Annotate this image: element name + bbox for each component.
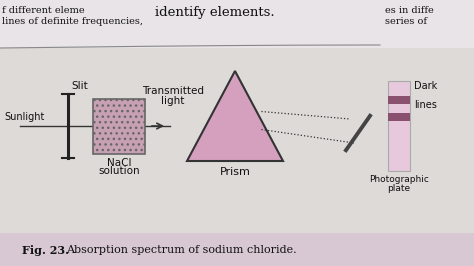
Text: Photographic: Photographic (369, 175, 429, 184)
Bar (388, 96, 410, 104)
Text: solution: solution (98, 167, 140, 177)
Text: plate: plate (387, 184, 410, 193)
Text: Slit: Slit (71, 81, 88, 91)
Text: identify elements.: identify elements. (155, 6, 274, 19)
Text: lines of definite frequencies,: lines of definite frequencies, (2, 17, 143, 26)
Bar (0, 0, 474, 48)
Text: Transmitted: Transmitted (142, 86, 204, 96)
Bar (388, 113, 410, 121)
Text: Absorption spectrum of sodium chloride.: Absorption spectrum of sodium chloride. (66, 245, 297, 255)
Text: Dark: Dark (414, 81, 437, 91)
Text: light: light (161, 96, 185, 106)
Text: f different eleme: f different eleme (2, 6, 85, 15)
Text: lines: lines (414, 100, 437, 110)
Bar (0, 233, 474, 266)
Text: NaCl: NaCl (107, 157, 131, 168)
Bar (93, 98, 145, 153)
Text: series of: series of (385, 17, 427, 26)
Text: Prism: Prism (219, 167, 250, 177)
Text: Sunlight: Sunlight (4, 112, 45, 122)
Polygon shape (187, 71, 283, 161)
Text: Fig. 23.: Fig. 23. (22, 244, 69, 256)
Text: es in diffe: es in diffe (385, 6, 434, 15)
Bar (388, 81, 410, 171)
